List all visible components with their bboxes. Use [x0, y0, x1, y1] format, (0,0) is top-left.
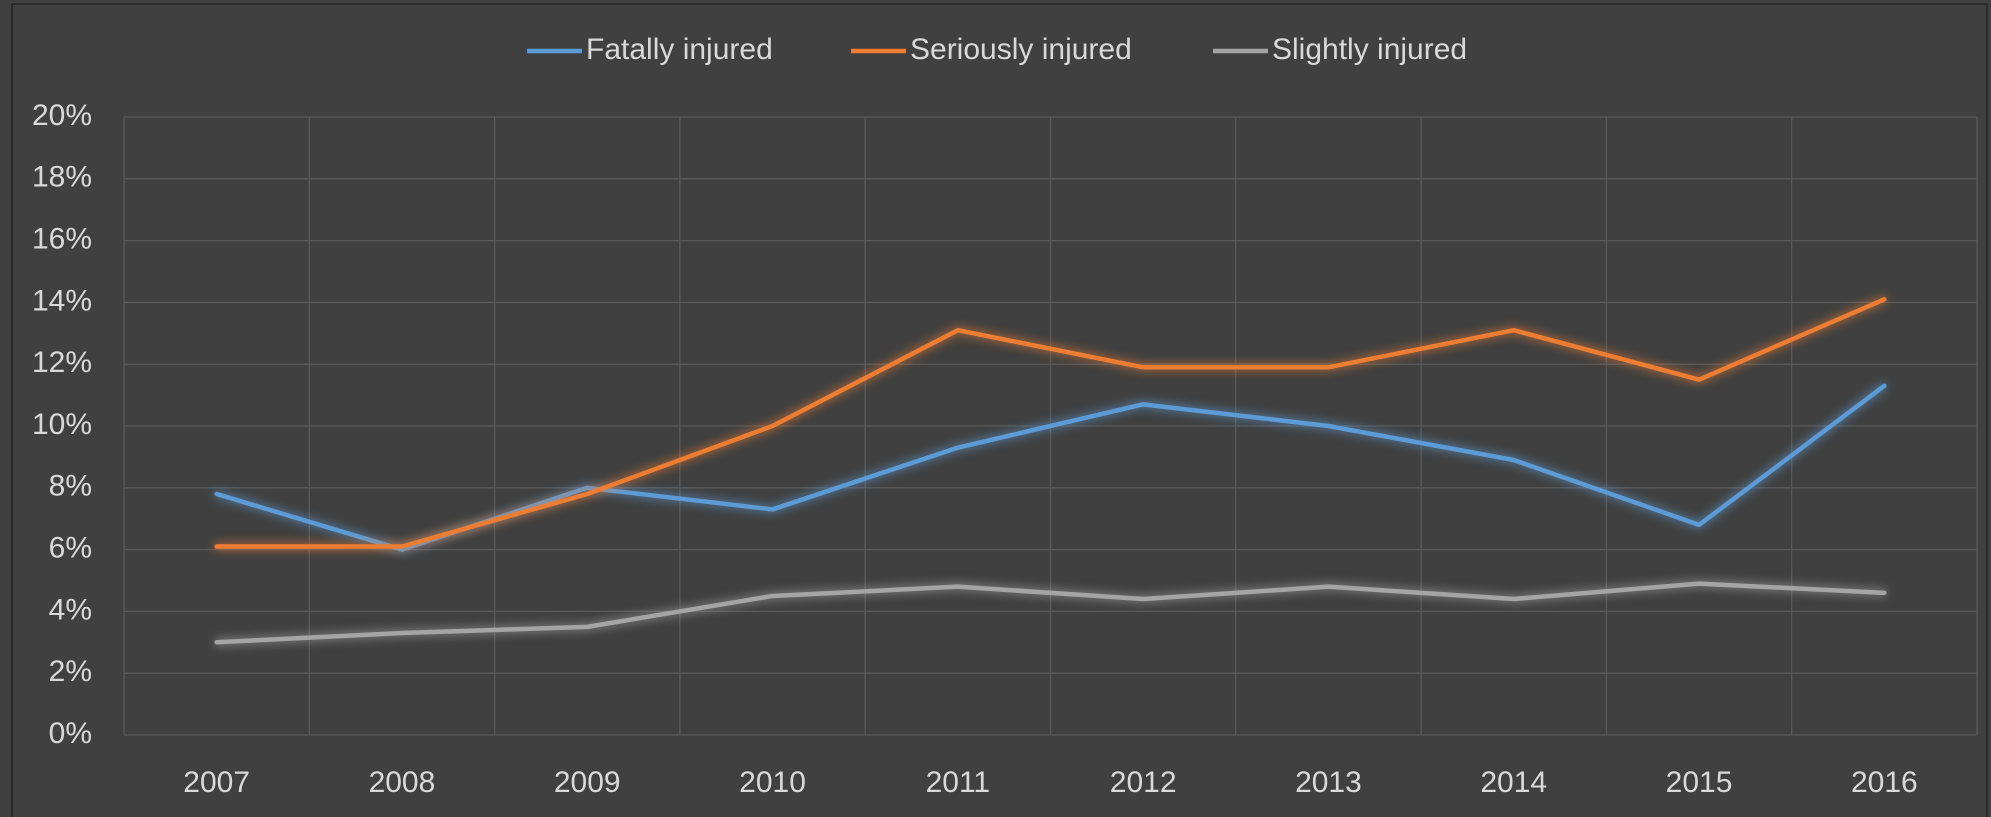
x-tick-label: 2014: [1480, 766, 1547, 799]
x-tick-label: 2011: [926, 766, 991, 799]
y-tick-label: 12%: [32, 346, 92, 379]
legend-label: Seriously injured: [910, 33, 1132, 66]
y-tick-label: 2%: [49, 655, 92, 688]
y-tick-label: 14%: [32, 284, 92, 317]
series-line: [214, 581, 1887, 645]
legend-label: Fatally injured: [586, 33, 773, 66]
y-tick-label: 0%: [49, 717, 92, 750]
y-tick-label: 4%: [49, 593, 92, 626]
y-tick-label: 18%: [32, 161, 92, 194]
x-tick-label: 2016: [1851, 766, 1918, 799]
x-tick-label: 2010: [739, 766, 806, 799]
x-tick-label: 2009: [554, 766, 621, 799]
x-tick-label: 2013: [1295, 766, 1362, 799]
x-tick-label: 2008: [369, 766, 436, 799]
legend-label: Slightly injured: [1272, 33, 1467, 66]
x-tick-label: 2015: [1666, 766, 1733, 799]
series-line: [214, 297, 1887, 549]
chart-border: [11, 3, 1988, 817]
y-tick-label: 10%: [32, 408, 92, 441]
y-tick-label: 16%: [32, 223, 92, 256]
y-tick-label: 20%: [32, 99, 92, 132]
y-tick-label: 8%: [49, 470, 92, 503]
y-tick-label: 6%: [49, 532, 92, 565]
x-tick-label: 2012: [1110, 766, 1177, 799]
x-tick-label: 2007: [183, 766, 250, 799]
